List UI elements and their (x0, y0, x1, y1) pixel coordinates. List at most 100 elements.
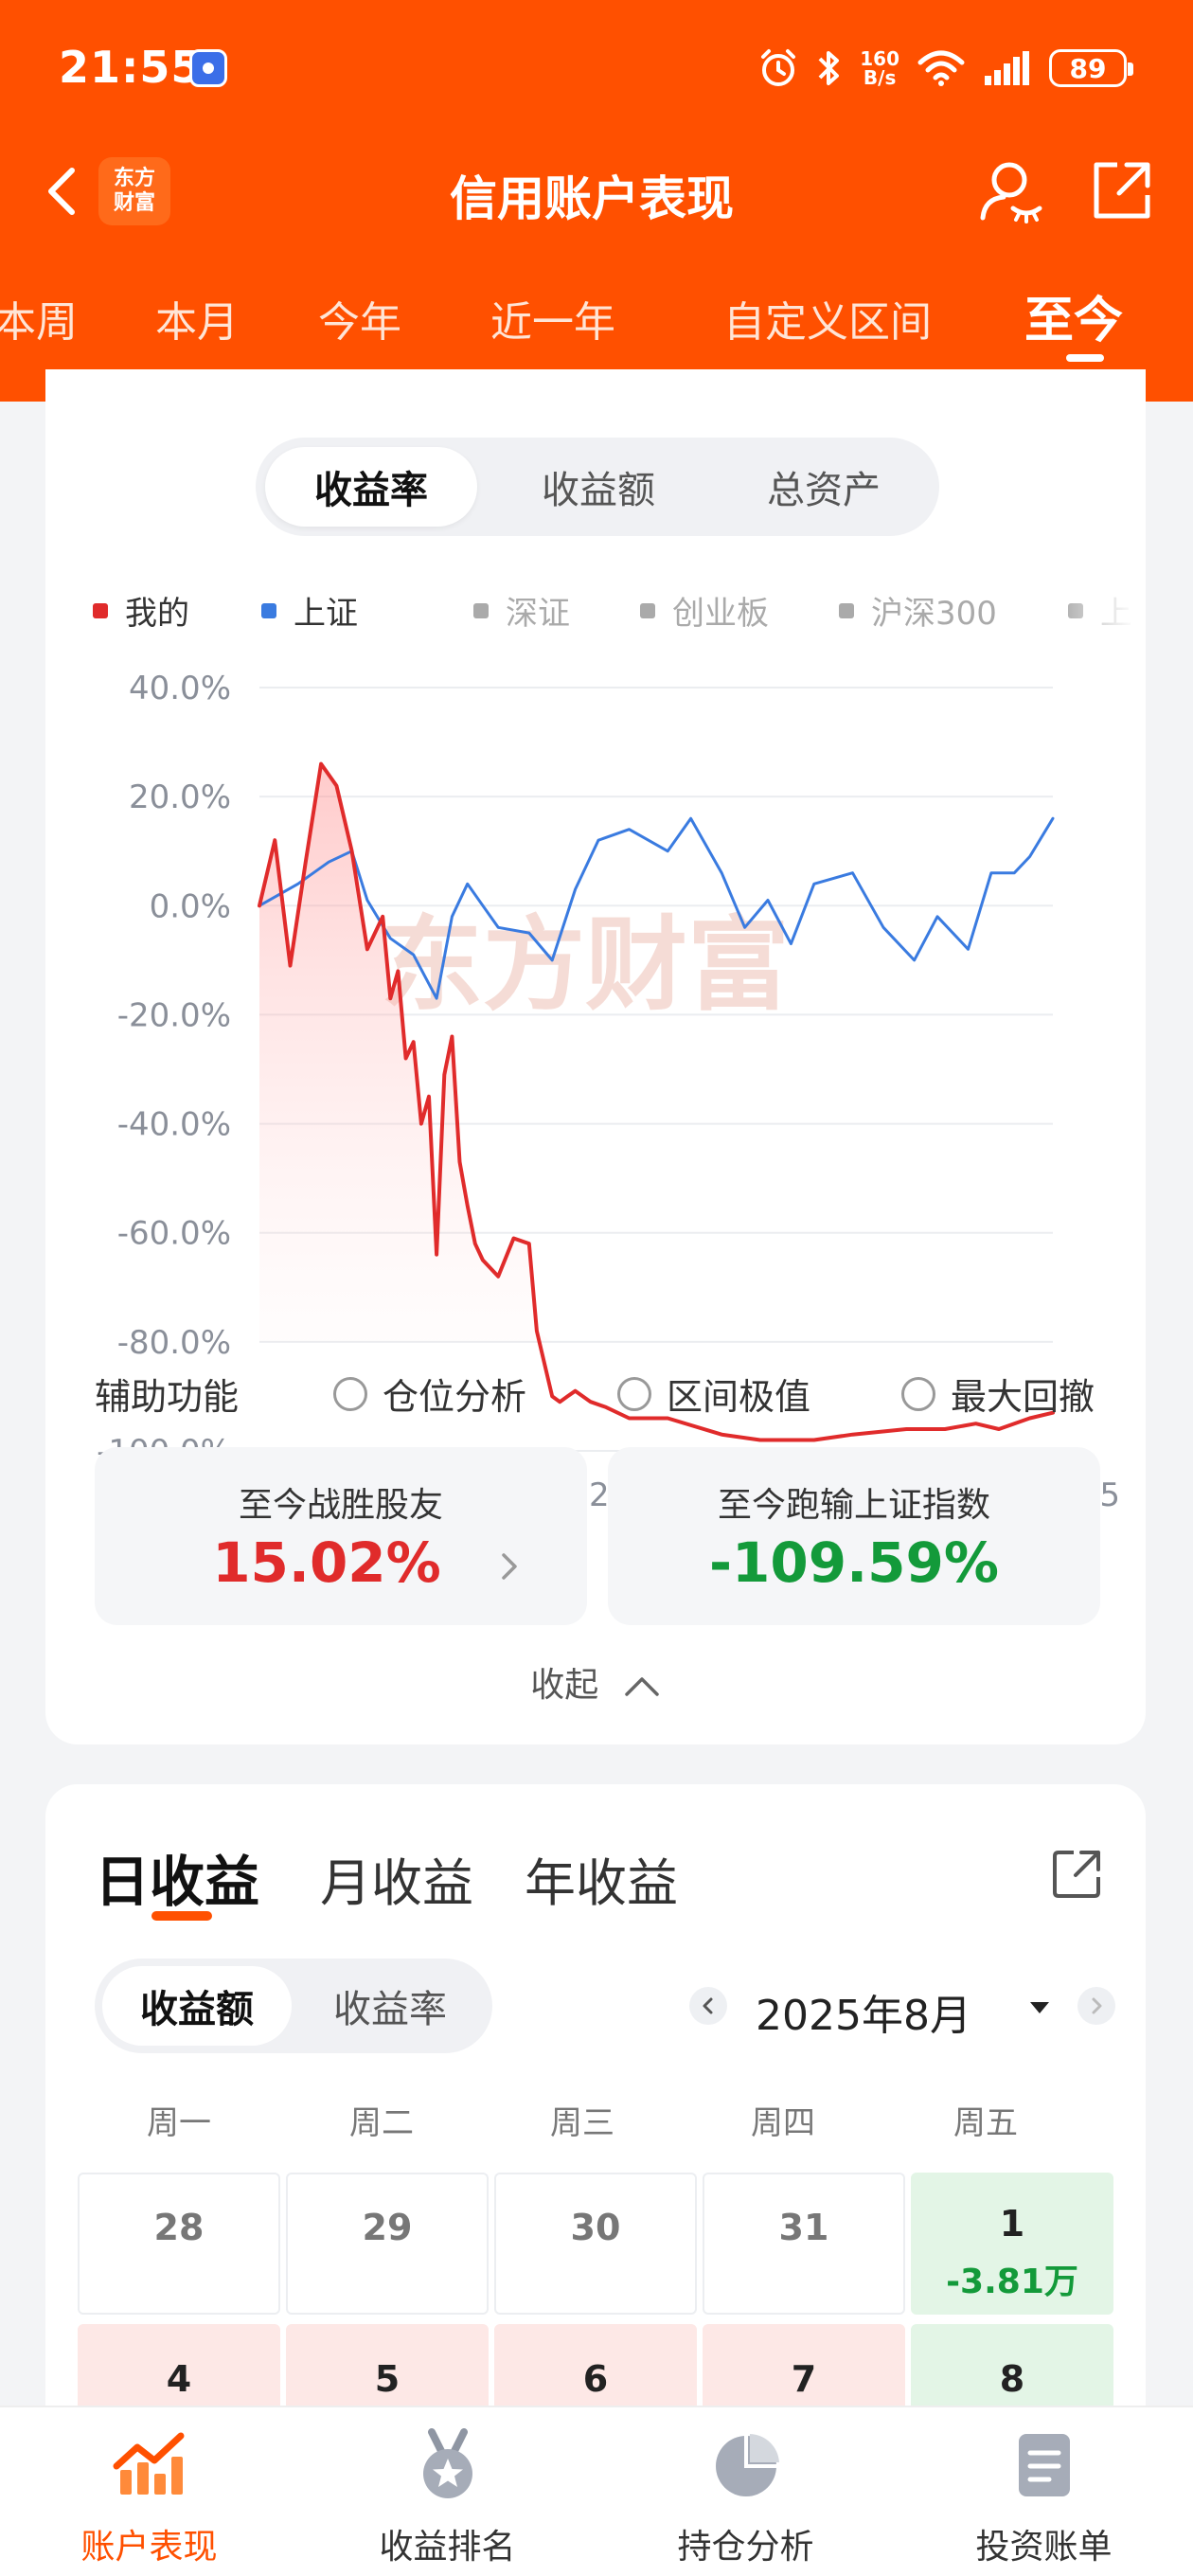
metric-tab-return-amount[interactable]: 收益额 (542, 469, 655, 512)
period-tab-underline (1066, 354, 1104, 362)
collapse-button[interactable]: 收起 (45, 1657, 1146, 1707)
earnings-tab-daily[interactable]: 日收益 (95, 1850, 260, 1914)
metric-tab-total-assets[interactable]: 总资产 (767, 469, 881, 512)
bottom-navigation: 账户表现 收益排名 持仓分析 投资账单 (0, 2406, 1193, 2576)
period-tabs: 本周 本月 今年 近一年 自定义区间 至今 (0, 275, 1193, 362)
y-tick-label: -80.0% (117, 1324, 231, 1362)
legend-label: 创业板 (672, 595, 769, 633)
status-icons: 160 B/s 89 (757, 42, 1133, 95)
calendar-day[interactable]: 28 (78, 2173, 280, 2315)
document-list-icon (1019, 2434, 1070, 2496)
signal-icon (985, 51, 1029, 85)
radio-circle-icon (333, 1376, 367, 1411)
month-navigator: 2025年8月 (689, 1970, 1125, 2042)
app-header: 21:55 160 B/s (0, 0, 1193, 402)
legend-item[interactable]: 沪深300 (839, 587, 997, 634)
aux-option-range-extreme[interactable]: 区间极值 (617, 1368, 810, 1420)
aux-option-max-drawdown[interactable]: 最大回撤 (901, 1368, 1095, 1420)
earnings-metric-rate[interactable]: 收益率 (333, 1988, 447, 2031)
y-tick-label: 0.0% (150, 887, 231, 925)
network-speed: 160 B/s (860, 47, 899, 89)
my-series-area (259, 763, 1053, 1342)
earnings-tab-underline (151, 1911, 212, 1921)
status-time: 21:55 (59, 42, 203, 93)
earnings-metric-toggle: 收益额 收益率 (95, 1959, 492, 2053)
earnings-tab-yearly[interactable]: 年收益 (525, 1853, 678, 1913)
legend-item[interactable]: 上证 (261, 587, 358, 634)
period-tab-week[interactable]: 本周 (0, 298, 78, 347)
y-tick-label: 20.0% (129, 778, 231, 816)
app-notification-icon (189, 49, 227, 87)
legend-label: 我的 (125, 595, 189, 633)
y-tick-label: -40.0% (117, 1106, 231, 1144)
legend-fade (1059, 580, 1134, 636)
back-arrow-icon[interactable] (36, 163, 93, 220)
legend-label: 沪深300 (871, 595, 997, 633)
stat-vs-shanghai: 至今跑输上证指数 -109.59% (608, 1447, 1100, 1625)
earnings-tab-monthly[interactable]: 月收益 (320, 1853, 473, 1913)
aux-functions: 辅助功能 仓位分析 区间极值 最大回撤 (95, 1364, 1117, 1421)
chevron-right-icon (1092, 1997, 1102, 2014)
user-privacy-icon[interactable] (975, 155, 1045, 225)
legend-item[interactable]: 深证 (473, 587, 570, 634)
status-bar: 21:55 160 B/s (0, 0, 1193, 133)
bluetooth-icon (818, 51, 840, 85)
share-icon[interactable] (1089, 157, 1155, 224)
nav-holdings-analysis[interactable]: 持仓分析 (596, 2428, 895, 2570)
legend-swatch (839, 602, 854, 618)
calendar-day[interactable]: 31 (703, 2173, 905, 2315)
radio-circle-icon (901, 1376, 935, 1411)
nav-bar: 东方 财富 信用账户表现 (0, 142, 1193, 246)
nav-investment-statement[interactable]: 投资账单 (895, 2428, 1193, 2570)
legend-swatch (473, 602, 489, 618)
period-tab-all[interactable]: 至今 (1024, 293, 1124, 349)
wifi-icon (917, 50, 965, 86)
alarm-icon (761, 49, 796, 86)
weekday-label: 周五 (953, 2104, 1018, 2142)
page-title: 信用账户表现 (450, 171, 734, 226)
nav-earnings-ranking[interactable]: 收益排名 (298, 2428, 596, 2570)
earnings-metric-amount[interactable]: 收益额 (102, 1966, 292, 2046)
chevron-right-icon (502, 1553, 517, 1580)
legend-item[interactable]: 我的 (93, 587, 189, 634)
weekday-label: 周三 (550, 2104, 614, 2142)
stat-vs-shanghai-value: -109.59% (708, 1530, 999, 1595)
chevron-up-icon (624, 1677, 659, 1696)
weekday-header: 周一 周二 周三 周四 周五 (45, 2097, 1146, 2144)
legend-swatch (640, 602, 655, 618)
metric-tab-return-rate[interactable]: 收益率 (265, 447, 477, 527)
series-line (258, 761, 1055, 1442)
stat-beat-peers-value: 15.02% (212, 1530, 441, 1595)
day-profit-amount: -3.81万 (946, 2263, 1078, 2301)
calendar-day[interactable]: 29 (286, 2173, 489, 2315)
caret-down-icon[interactable] (1030, 2002, 1049, 2013)
share-icon[interactable] (1049, 1845, 1106, 1902)
prev-month-button[interactable] (689, 1987, 727, 2025)
month-selector[interactable]: 2025年8月 (756, 1992, 971, 2040)
nav-account-performance[interactable]: 账户表现 (0, 2428, 298, 2570)
legend-label: 上证 (294, 595, 358, 633)
medal-icon (423, 2428, 472, 2498)
radio-circle-icon (617, 1376, 651, 1411)
next-month-button[interactable] (1077, 1987, 1115, 2025)
period-tab-month[interactable]: 本月 (155, 298, 239, 347)
pie-chart-icon (716, 2434, 779, 2496)
period-tab-ytd[interactable]: 今年 (318, 298, 401, 347)
weekday-label: 周一 (147, 2104, 211, 2142)
calendar-day[interactable]: 30 (494, 2173, 697, 2315)
y-tick-label: -20.0% (117, 996, 231, 1034)
weekday-label: 周四 (751, 2104, 815, 2142)
legend-item[interactable]: 创业板 (640, 587, 769, 634)
period-tab-custom[interactable]: 自定义区间 (723, 298, 932, 347)
chart-legend: 我的上证深证创业板沪深300上 (93, 580, 1134, 636)
period-tab-1y[interactable]: 近一年 (490, 298, 615, 347)
aux-option-position[interactable]: 仓位分析 (333, 1368, 526, 1420)
trend-chart-icon (113, 2432, 185, 2495)
y-tick-label: -60.0% (117, 1215, 231, 1253)
calendar-day[interactable]: 1 -3.81万 (911, 2173, 1113, 2315)
weekday-label: 周二 (349, 2104, 414, 2142)
legend-swatch (93, 602, 108, 618)
battery-indicator: 89 (1049, 49, 1133, 87)
metric-segmented-control: 收益率 收益额 总资产 (256, 438, 939, 536)
stat-beat-peers[interactable]: 至今战胜股友 15.02% (95, 1447, 587, 1625)
